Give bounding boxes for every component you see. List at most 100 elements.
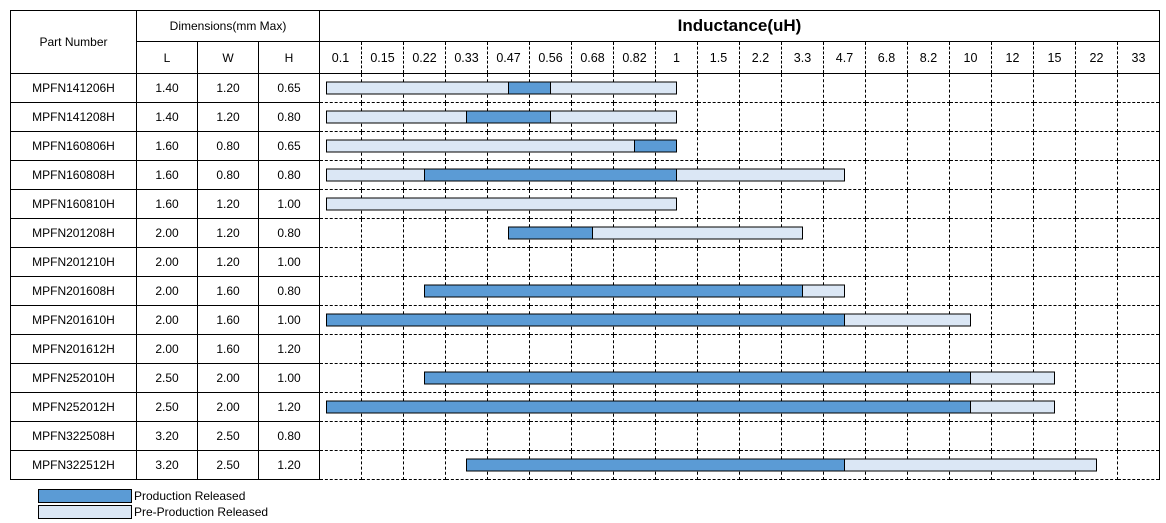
- part-number-cell: MPFN322512H: [10, 450, 137, 480]
- legend: Production Released Pre-Production Relea…: [38, 488, 268, 520]
- grid-cell: [403, 218, 446, 248]
- grid-cell: [529, 102, 572, 132]
- grid-cell: [319, 160, 362, 190]
- dim-h-cell: 1.20: [258, 450, 320, 480]
- dim-w-cell: 0.80: [197, 160, 259, 190]
- grid-cell: [865, 392, 908, 422]
- grid-cell: [823, 218, 866, 248]
- grid-cell: [907, 392, 950, 422]
- grid-cell: [1117, 450, 1160, 480]
- grid-cell: [361, 450, 404, 480]
- grid-cell: [991, 218, 1034, 248]
- dim-l-cell: 2.00: [136, 334, 198, 364]
- grid-cell: [781, 392, 824, 422]
- grid-cell: [697, 102, 740, 132]
- grid-cell: [781, 305, 824, 335]
- grid-cell: [781, 276, 824, 306]
- x-tick-label: 0.82: [613, 41, 656, 74]
- grid-cell: [655, 73, 698, 103]
- grid-cell: [655, 102, 698, 132]
- grid-cell: [697, 305, 740, 335]
- dim-l-cell: 2.00: [136, 247, 198, 277]
- grid-cell: [403, 363, 446, 393]
- grid-cell: [529, 189, 572, 219]
- grid-cell: [403, 189, 446, 219]
- table-row: MPFN322508H 3.20 2.50 0.80: [10, 421, 1160, 451]
- grid-cell: [1075, 276, 1118, 306]
- grid-cell: [361, 131, 404, 161]
- grid-cell: [1075, 392, 1118, 422]
- grid-cell: [529, 305, 572, 335]
- grid-cell: [781, 131, 824, 161]
- grid-cell: [445, 218, 488, 248]
- x-tick-label: 0.68: [571, 41, 614, 74]
- dim-h-cell: 1.00: [258, 363, 320, 393]
- grid-cell: [739, 73, 782, 103]
- grid-cell: [739, 189, 782, 219]
- grid-cell: [403, 305, 446, 335]
- part-number-cell: MPFN141206H: [10, 73, 137, 103]
- dim-col-w: W: [197, 41, 259, 74]
- grid-cell: [949, 73, 992, 103]
- header-row-top: Part Number Dimensions(mm Max) Inductanc…: [10, 10, 1160, 74]
- grid-cell: [1117, 392, 1160, 422]
- grid-cell: [949, 247, 992, 277]
- grid-cell: [445, 450, 488, 480]
- grid-cell: [697, 160, 740, 190]
- grid-cell: [823, 189, 866, 219]
- table-row: MPFN252010H 2.50 2.00 1.00: [10, 363, 1160, 393]
- grid-cell: [907, 450, 950, 480]
- part-number-cell: MPFN322508H: [10, 421, 137, 451]
- grid-cell: [781, 189, 824, 219]
- dim-w-cell: 1.20: [197, 102, 259, 132]
- table-row: MPFN201608H 2.00 1.60 0.80: [10, 276, 1160, 306]
- grid-cell: [739, 276, 782, 306]
- grid-cell: [697, 450, 740, 480]
- grid-cell: [781, 363, 824, 393]
- grid-cell: [403, 450, 446, 480]
- grid-cell: [865, 363, 908, 393]
- grid-cell: [739, 131, 782, 161]
- grid-cell: [403, 276, 446, 306]
- grid-cell: [613, 334, 656, 364]
- part-number-cell: MPFN201608H: [10, 276, 137, 306]
- grid-cell: [907, 247, 950, 277]
- grid-cell: [655, 392, 698, 422]
- grid-cell: [361, 218, 404, 248]
- grid-cell: [487, 450, 530, 480]
- grid-cell: [445, 363, 488, 393]
- dim-l-cell: 1.60: [136, 189, 198, 219]
- grid-cell: [1033, 363, 1076, 393]
- grid-cell: [991, 73, 1034, 103]
- grid-cell: [655, 305, 698, 335]
- grid-cell: [403, 334, 446, 364]
- grid-cell: [655, 450, 698, 480]
- grid-cell: [1033, 392, 1076, 422]
- grid-cell: [697, 247, 740, 277]
- grid-cell: [865, 305, 908, 335]
- grid-cell: [949, 421, 992, 451]
- grid-cell: [571, 305, 614, 335]
- grid-cell: [655, 421, 698, 451]
- grid-cell: [1033, 102, 1076, 132]
- grid-cell: [697, 189, 740, 219]
- grid-cell: [319, 247, 362, 277]
- grid-cell: [823, 73, 866, 103]
- grid-cell: [319, 363, 362, 393]
- dimensions-header: Dimensions(mm Max): [136, 10, 320, 42]
- dim-h-cell: 0.65: [258, 73, 320, 103]
- grid-cell: [403, 131, 446, 161]
- x-tick-label: 1.5: [697, 41, 740, 74]
- legend-item-pre-production: Pre-Production Released: [38, 504, 268, 520]
- grid-cell: [1033, 189, 1076, 219]
- grid-cell: [613, 363, 656, 393]
- grid-cell: [319, 450, 362, 480]
- grid-cell: [781, 160, 824, 190]
- table-row: MPFN201208H 2.00 1.20 0.80: [10, 218, 1160, 248]
- dim-w-cell: 2.50: [197, 421, 259, 451]
- grid-cell: [529, 160, 572, 190]
- x-tick-label: 0.33: [445, 41, 488, 74]
- grid-cell: [823, 247, 866, 277]
- grid-cell: [445, 131, 488, 161]
- grid-cell: [823, 305, 866, 335]
